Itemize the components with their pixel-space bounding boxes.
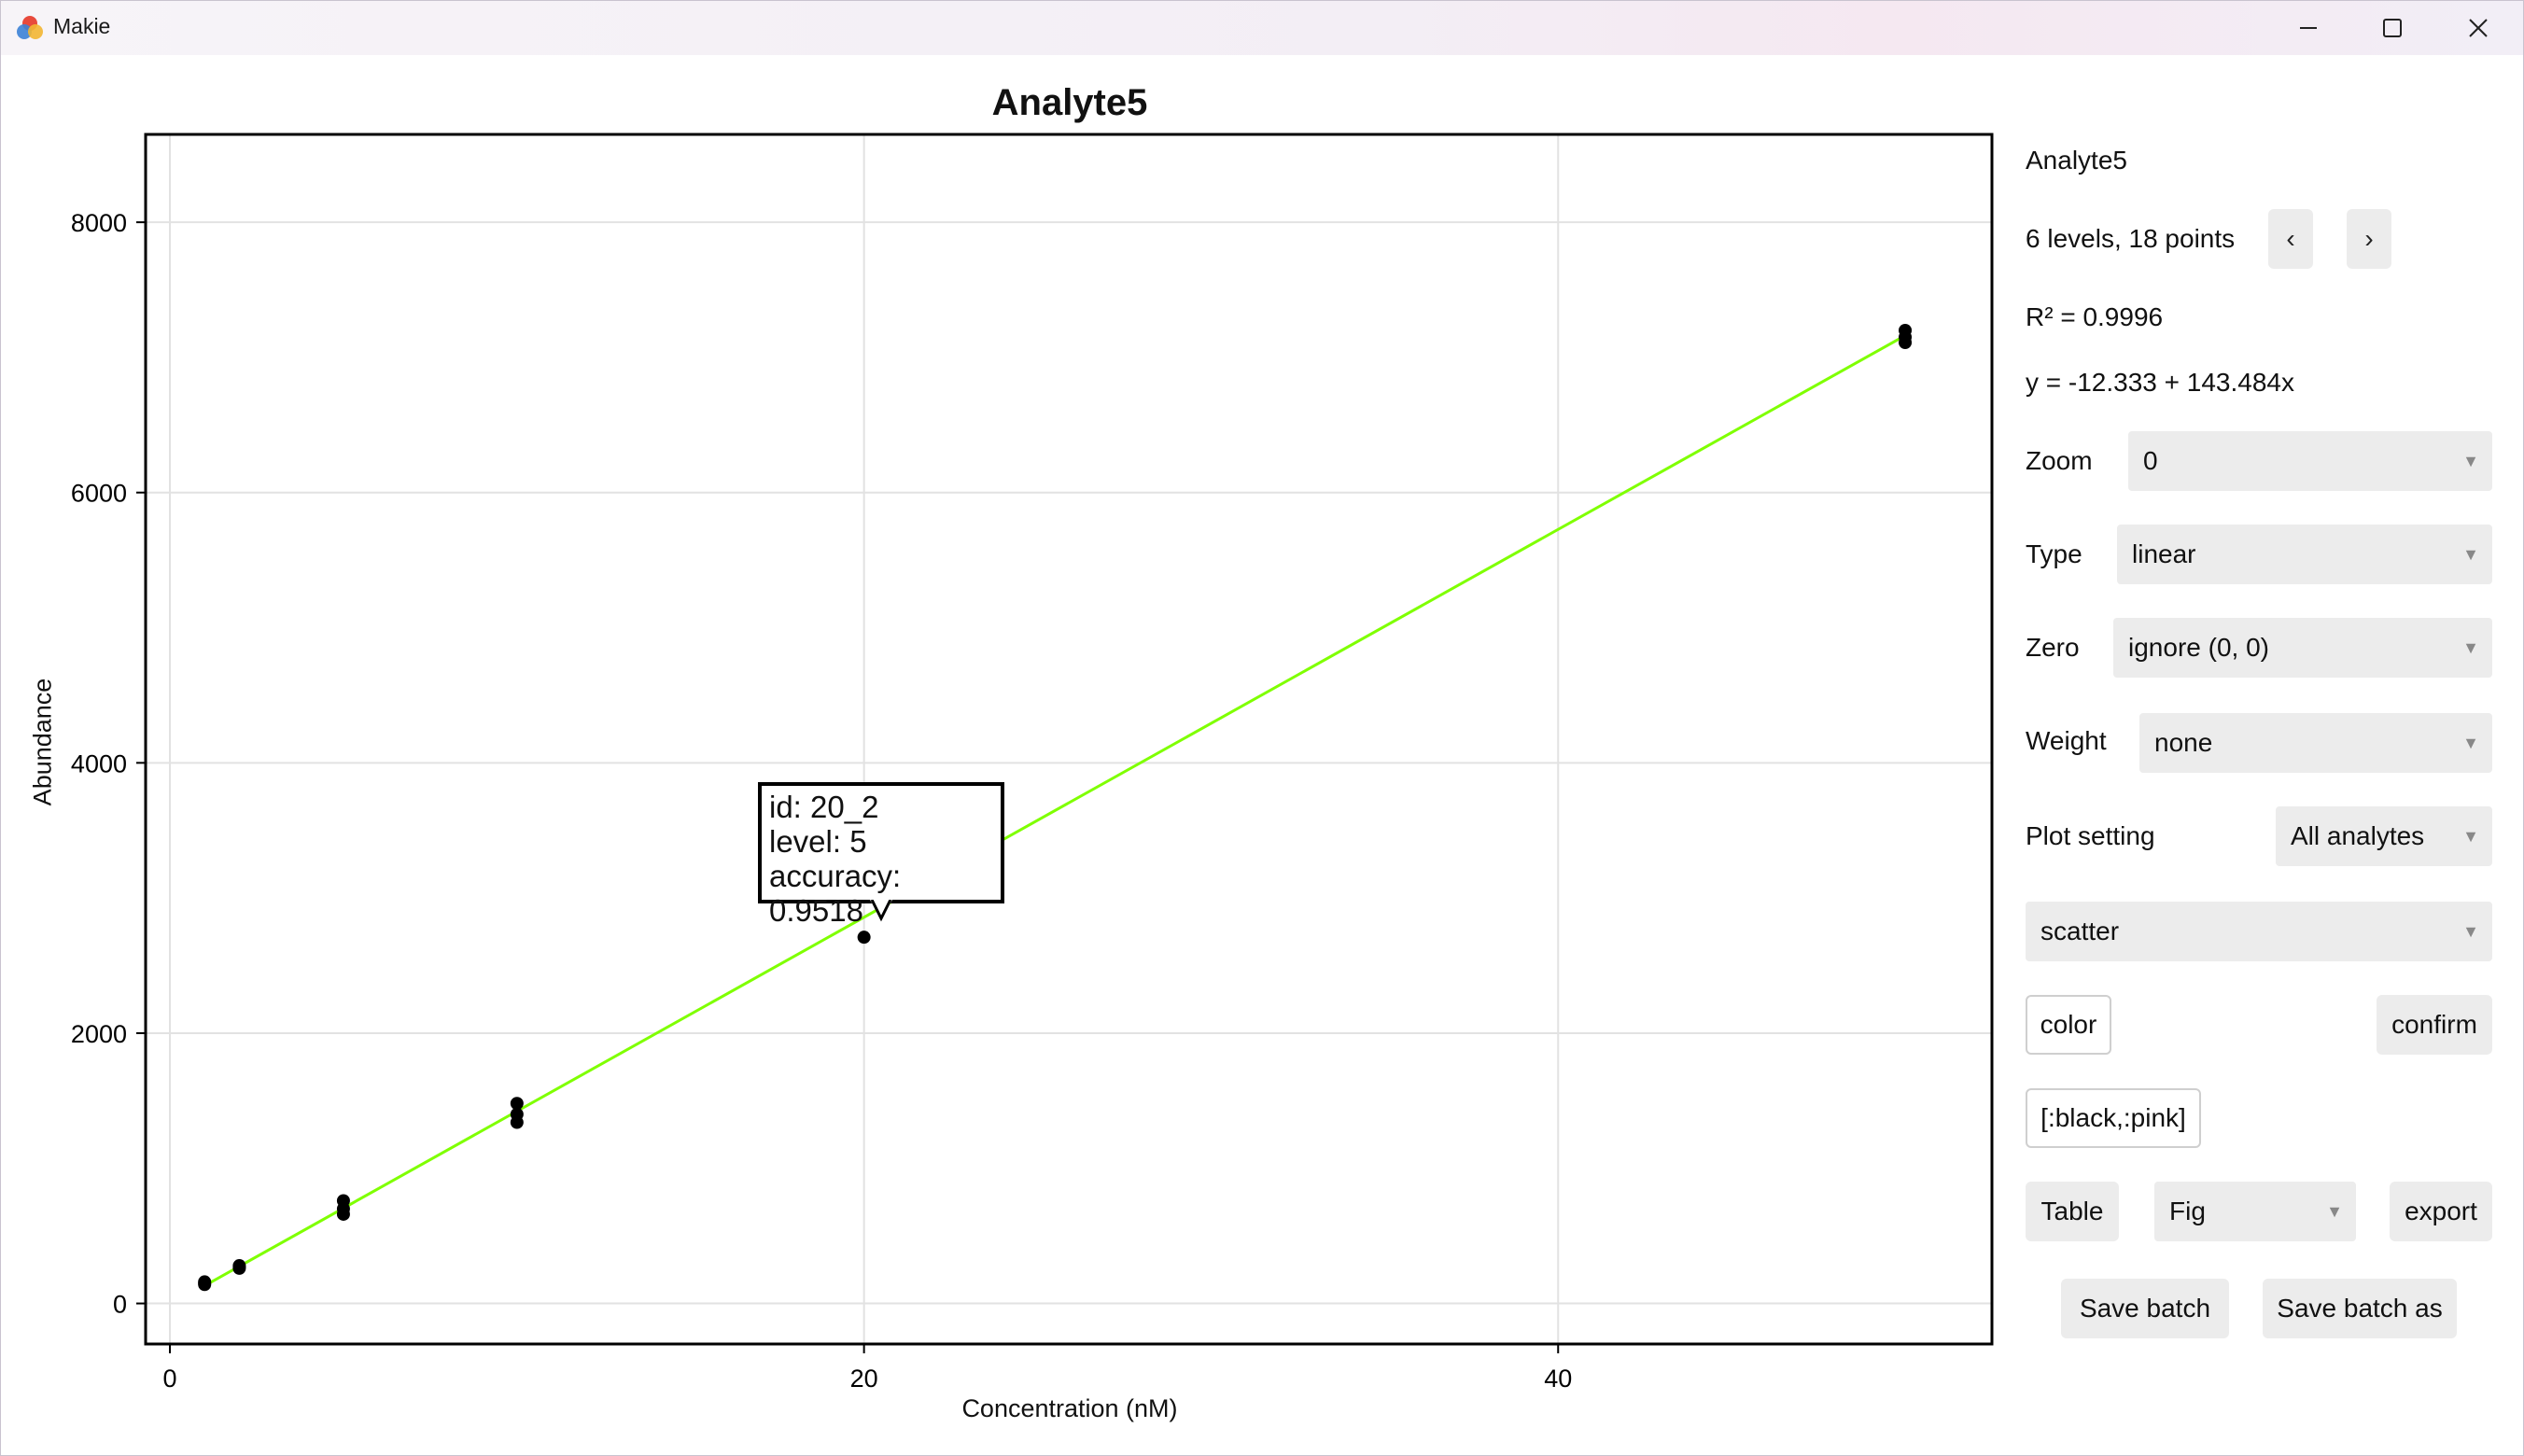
x-tick-label: 40: [1544, 1365, 1572, 1393]
next-analyte-button[interactable]: ›: [2347, 209, 2391, 269]
x-tick-label: 0: [163, 1365, 177, 1393]
plot-frame: [144, 133, 1994, 1346]
analyte-name: Analyte5: [2026, 146, 2127, 175]
weight-dropdown[interactable]: none ▼: [2139, 713, 2492, 773]
save-batch-as-button[interactable]: Save batch as: [2263, 1279, 2457, 1338]
y-tick-label: 2000: [71, 1020, 127, 1048]
previous-analyte-button[interactable]: ‹: [2268, 209, 2313, 269]
data-point[interactable]: [857, 931, 871, 945]
fit-line: [203, 334, 1906, 1287]
table-button[interactable]: Table: [2026, 1182, 2119, 1241]
x-tick-label: 20: [850, 1365, 878, 1393]
axis-ticks: 0 20 40 0 2000 4000 6000 8000: [71, 209, 1572, 1393]
close-icon: [2469, 19, 2488, 37]
minimize-button[interactable]: [2265, 1, 2351, 55]
fit-equation: y = -12.333 + 143.484x: [2026, 368, 2294, 397]
data-point[interactable]: [198, 1275, 212, 1289]
chevron-left-icon: ‹: [2286, 224, 2295, 253]
color-value-field[interactable]: [:black,:pink]: [2026, 1088, 2201, 1148]
tooltip-pointer: [870, 900, 892, 922]
dropdown-arrow-icon: ▼: [2462, 827, 2479, 846]
color-button[interactable]: color: [2026, 995, 2111, 1055]
dropdown-arrow-icon: ▼: [2462, 545, 2479, 564]
export-format-value: Fig: [2169, 1197, 2206, 1225]
save-batch-button[interactable]: Save batch: [2061, 1279, 2229, 1338]
calibration-plot[interactable]: 0 20 40 0 2000 4000 6000 8000: [0, 0, 1998, 1456]
weight-value: none: [2154, 728, 2213, 757]
data-point[interactable]: [336, 1207, 350, 1221]
y-tick-label: 0: [113, 1291, 127, 1319]
tooltip-accuracy: accuracy: 0.9518: [769, 859, 902, 928]
data-point[interactable]: [510, 1115, 524, 1129]
title-bar[interactable]: Makie: [1, 1, 2523, 55]
data-point[interactable]: [510, 1097, 524, 1111]
fit-line-layer: [203, 334, 1906, 1287]
plot-kind-dropdown[interactable]: scatter ▼: [2026, 902, 2492, 961]
zoom-label: Zoom: [2026, 446, 2093, 475]
close-button[interactable]: [2435, 1, 2521, 55]
tooltip-id: id: 20_2: [769, 790, 879, 824]
makie-logo-icon: [17, 16, 43, 39]
tooltip-level: level: 5: [769, 824, 867, 859]
type-dropdown[interactable]: linear ▼: [2117, 525, 2492, 584]
minimize-icon: [2300, 27, 2317, 29]
r-squared-value: R² = 0.9996: [2026, 302, 2164, 331]
data-points[interactable]: [198, 323, 1913, 1292]
maximize-icon: [2383, 19, 2402, 37]
maximize-button[interactable]: [2349, 1, 2435, 55]
plot-setting-label: Plot setting: [2026, 821, 2155, 850]
weight-label: Weight: [2026, 726, 2107, 755]
plot-setting-value: All analytes: [2291, 821, 2425, 850]
export-format-dropdown[interactable]: Fig ▼: [2154, 1182, 2356, 1241]
dropdown-arrow-icon: ▼: [2462, 452, 2479, 470]
type-value: linear: [2132, 539, 2196, 568]
grid-lines: [146, 134, 1992, 1344]
data-point[interactable]: [232, 1260, 246, 1274]
plot-kind-value: scatter: [2040, 917, 2120, 945]
type-label: Type: [2026, 539, 2082, 568]
export-button[interactable]: export: [2390, 1182, 2492, 1241]
x-axis-label: Concentration (nM): [961, 1394, 1178, 1422]
data-point[interactable]: [1899, 335, 1913, 349]
plot-setting-dropdown[interactable]: All analytes ▼: [2276, 806, 2492, 866]
dropdown-arrow-icon: ▼: [2462, 638, 2479, 657]
chevron-right-icon: ›: [2364, 224, 2374, 253]
zero-label: Zero: [2026, 633, 2080, 662]
dropdown-arrow-icon: ▼: [2462, 734, 2479, 752]
window-title: Makie: [53, 14, 111, 38]
levels-points-info: 6 levels, 18 points: [2026, 224, 2236, 253]
zero-value: ignore (0, 0): [2128, 633, 2269, 662]
dropdown-arrow-icon: ▼: [2462, 922, 2479, 941]
dropdown-arrow-icon: ▼: [2326, 1202, 2343, 1221]
plot-title: Analyte5: [991, 82, 1148, 123]
y-tick-label: 8000: [71, 209, 127, 237]
data-point-tooltip: id: 20_2 level: 5 accuracy: 0.9518: [758, 782, 1004, 928]
y-tick-label: 6000: [71, 480, 127, 508]
confirm-button[interactable]: confirm: [2377, 995, 2492, 1055]
zero-dropdown[interactable]: ignore (0, 0) ▼: [2113, 618, 2492, 678]
zoom-value: 0: [2143, 446, 2158, 475]
zoom-dropdown[interactable]: 0 ▼: [2128, 431, 2492, 491]
y-tick-label: 4000: [71, 749, 127, 777]
